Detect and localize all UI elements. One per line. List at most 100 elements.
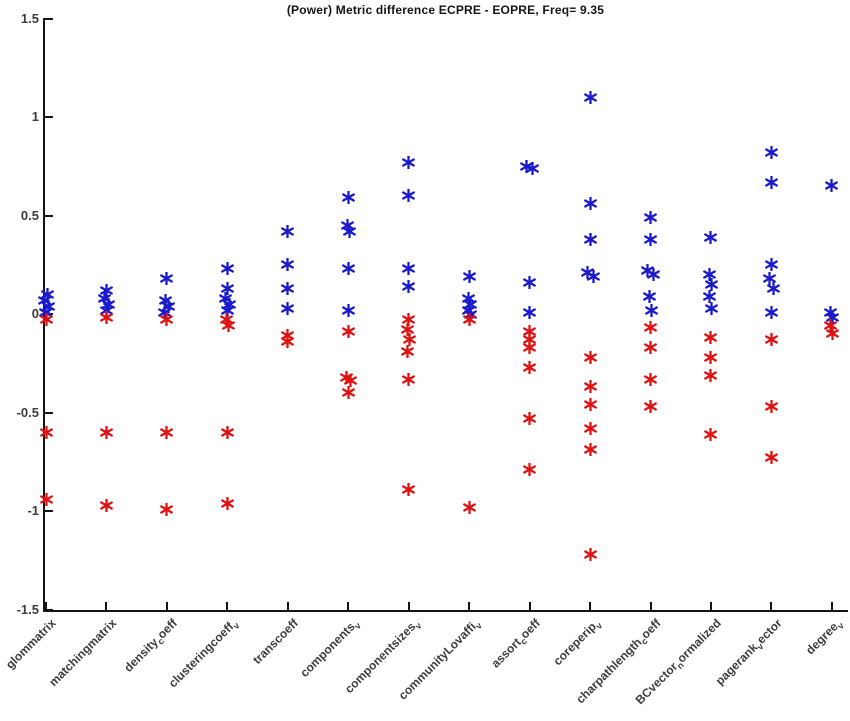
data-point bbox=[644, 321, 657, 335]
data-point bbox=[401, 344, 415, 358]
y-tick-label: 0.5 bbox=[20, 207, 39, 223]
data-point bbox=[523, 340, 536, 354]
x-tick bbox=[165, 602, 168, 610]
data-point bbox=[765, 145, 778, 159]
data-point bbox=[765, 305, 778, 319]
data-point bbox=[281, 335, 295, 349]
y-tick-label: 1 bbox=[31, 109, 39, 124]
data-point bbox=[765, 258, 778, 272]
data-point bbox=[523, 305, 536, 319]
data-point bbox=[220, 281, 234, 295]
data-point bbox=[158, 305, 172, 319]
data-point bbox=[765, 175, 778, 189]
data-point bbox=[402, 155, 416, 169]
data-point bbox=[703, 289, 717, 303]
data-point bbox=[523, 275, 536, 289]
data-point bbox=[704, 368, 718, 382]
data-point bbox=[763, 272, 776, 286]
y-tick bbox=[45, 17, 53, 20]
x-tick-label: degreev bbox=[803, 619, 847, 658]
x-tick bbox=[407, 602, 410, 610]
data-point bbox=[523, 463, 536, 477]
data-point bbox=[402, 189, 416, 203]
data-point bbox=[644, 400, 657, 414]
data-point bbox=[583, 197, 597, 211]
data-point bbox=[342, 224, 356, 238]
chart-title: (Power) Metric difference ECPRE - EOPRE,… bbox=[286, 3, 605, 17]
data-point bbox=[583, 398, 597, 412]
data-point bbox=[160, 313, 174, 327]
data-point bbox=[462, 270, 476, 284]
data-point bbox=[643, 289, 656, 303]
x-tick bbox=[105, 602, 108, 610]
x-axis-line bbox=[43, 610, 848, 612]
x-tick-label: transcoeff bbox=[249, 616, 301, 667]
data-point bbox=[341, 191, 355, 205]
data-point bbox=[583, 232, 597, 246]
x-tick bbox=[649, 602, 652, 610]
data-point bbox=[343, 374, 357, 388]
data-point bbox=[341, 325, 355, 339]
data-point bbox=[644, 232, 657, 246]
data-point bbox=[704, 331, 718, 345]
y-tick-label: -0.5 bbox=[16, 404, 39, 420]
data-point bbox=[281, 301, 295, 315]
x-tick-label: assortcoeff bbox=[488, 616, 543, 671]
data-point bbox=[705, 301, 719, 315]
data-point bbox=[826, 311, 840, 325]
data-point bbox=[824, 319, 838, 333]
data-point bbox=[100, 425, 113, 439]
data-point bbox=[341, 262, 355, 276]
data-point bbox=[767, 281, 780, 295]
data-point bbox=[462, 313, 476, 327]
data-point bbox=[523, 411, 536, 425]
x-tick bbox=[528, 602, 531, 610]
data-point bbox=[160, 425, 174, 439]
data-point bbox=[703, 268, 717, 282]
data-point bbox=[403, 333, 417, 347]
data-point bbox=[704, 427, 718, 441]
data-point bbox=[644, 210, 657, 224]
x-tick bbox=[286, 602, 289, 610]
data-point bbox=[704, 230, 718, 244]
data-point bbox=[100, 311, 113, 325]
data-point bbox=[160, 272, 174, 286]
y-tick bbox=[45, 510, 53, 512]
data-point bbox=[281, 224, 295, 238]
data-point bbox=[583, 350, 597, 364]
data-point bbox=[520, 159, 533, 173]
data-point bbox=[100, 498, 113, 512]
data-point bbox=[462, 500, 476, 514]
x-tick bbox=[770, 602, 773, 610]
data-point bbox=[583, 90, 597, 104]
data-point bbox=[221, 319, 235, 333]
x-tick bbox=[226, 602, 229, 610]
data-point bbox=[402, 372, 416, 386]
data-point bbox=[341, 386, 355, 400]
x-tick bbox=[45, 602, 47, 610]
y-tick-label: -1.5 bbox=[16, 601, 39, 617]
y-tick bbox=[45, 116, 53, 118]
data-point bbox=[160, 502, 174, 516]
data-point bbox=[644, 372, 657, 386]
plot-area: 1.5 1 0.5 0 -0.5 -1 -1.5 glommatrix matchingmatr… bbox=[3, 11, 848, 707]
data-point bbox=[281, 258, 295, 272]
data-point bbox=[826, 327, 840, 341]
x-tick bbox=[347, 602, 350, 610]
data-point bbox=[402, 279, 416, 293]
x-tick-label: coreperipv bbox=[550, 619, 605, 669]
x-tick-label: densitycoeff bbox=[121, 616, 180, 675]
x-tick-label: componentsv bbox=[297, 619, 363, 680]
data-point bbox=[645, 303, 658, 317]
x-tick bbox=[830, 602, 833, 610]
data-point bbox=[100, 283, 113, 297]
y-tick bbox=[45, 214, 53, 217]
data-point bbox=[583, 547, 597, 561]
data-point bbox=[583, 421, 597, 435]
data-point bbox=[526, 161, 539, 175]
data-point bbox=[39, 425, 53, 439]
data-point bbox=[825, 179, 839, 193]
x-tick-label: glommatrix bbox=[3, 616, 59, 672]
x-tick bbox=[589, 602, 592, 610]
